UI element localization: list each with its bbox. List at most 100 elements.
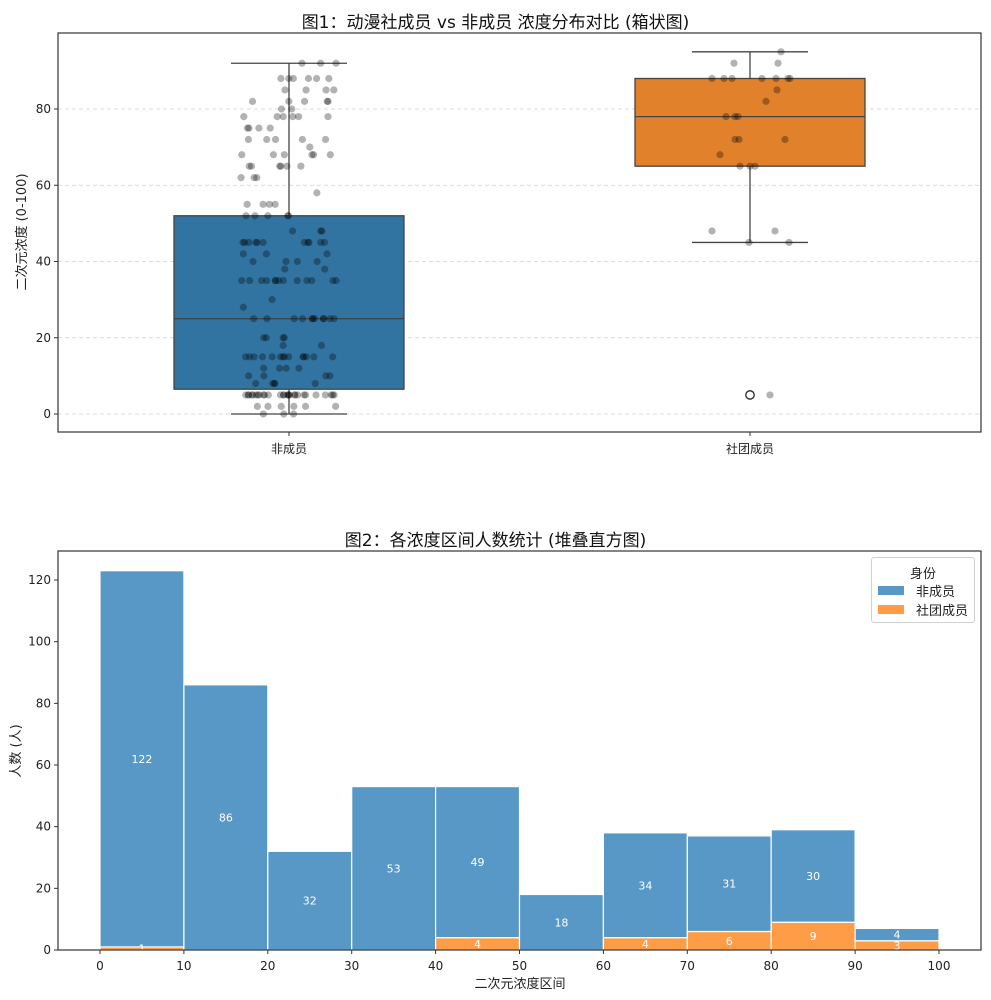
data-point (280, 334, 288, 342)
data-point (284, 212, 293, 220)
data-point (280, 410, 288, 418)
bar-value-label: 122 (131, 753, 152, 766)
bar-non-member (183, 684, 269, 951)
x-axis-label: 二次元浓度区间 (474, 976, 565, 992)
outlier-marker (745, 390, 755, 400)
data-point (323, 250, 331, 258)
data-point (276, 391, 285, 399)
boxes (173, 51, 866, 415)
data-point (308, 276, 316, 285)
data-point (240, 238, 249, 247)
data-point (271, 276, 280, 285)
data-point (245, 124, 253, 132)
bar-value-label: 1 (138, 942, 145, 955)
data-point (277, 162, 285, 170)
data-point (298, 315, 307, 323)
data-point (290, 402, 298, 410)
data-point (244, 391, 253, 399)
y-tick-label: 0 (43, 943, 51, 957)
data-point (324, 97, 332, 105)
data-point (266, 124, 274, 132)
data-point (280, 391, 288, 399)
data-point (317, 341, 326, 349)
strip-points (237, 48, 794, 418)
data-point (279, 341, 287, 349)
data-point (300, 97, 309, 105)
data-point (271, 379, 279, 388)
data-point (781, 135, 789, 144)
data-point (250, 174, 258, 182)
data-point (285, 74, 293, 83)
boxplot-chart: 0 20 40 60 80 非成员 社团成员 二次元浓度 (0-100) (14, 32, 982, 456)
data-point (329, 391, 337, 399)
data-point (248, 97, 257, 105)
data-point (280, 151, 288, 159)
data-point (248, 391, 256, 399)
data-point (708, 74, 716, 83)
data-point (288, 105, 296, 113)
data-point (322, 86, 330, 94)
data-point (244, 135, 253, 144)
data-point (245, 238, 253, 247)
data-point (293, 391, 302, 399)
data-point (327, 391, 335, 399)
data-point (766, 391, 774, 399)
data-point (321, 135, 330, 144)
data-point (319, 315, 328, 323)
data-point (239, 250, 247, 258)
data-point (255, 124, 263, 132)
data-point (291, 391, 299, 399)
data-point (299, 353, 307, 361)
data-point (304, 74, 313, 83)
data-point (708, 227, 716, 235)
data-point (736, 162, 744, 170)
data-point (311, 379, 319, 388)
data-point (313, 257, 321, 266)
data-point (250, 315, 258, 323)
data-point (245, 162, 253, 170)
data-point (730, 59, 738, 67)
data-point (247, 162, 256, 170)
x-tick-label: 70 (680, 959, 695, 973)
data-point (321, 391, 329, 399)
data-point (244, 391, 252, 399)
data-point (332, 59, 340, 67)
x-tick-label: 40 (428, 959, 443, 973)
data-point (251, 212, 259, 220)
data-point (289, 74, 297, 83)
data-point (253, 174, 261, 182)
data-point (269, 151, 278, 159)
data-point (252, 379, 260, 388)
data-point (786, 74, 794, 83)
data-point (297, 162, 305, 170)
data-point (277, 74, 285, 83)
y-tick-label: 20 (36, 331, 51, 345)
x-axis-ticks: 非成员 社团成员 (271, 432, 774, 456)
data-point (276, 162, 284, 170)
data-point (745, 238, 753, 247)
data-point (248, 391, 257, 399)
data-point (289, 410, 298, 418)
data-point (288, 227, 297, 235)
data-point (239, 303, 247, 311)
y-tick-label: 40 (36, 820, 51, 834)
bar-value-label: 4 (642, 938, 649, 951)
data-point (720, 74, 728, 83)
data-point (258, 353, 267, 361)
data-point (317, 227, 325, 235)
data-point (254, 391, 262, 399)
data-point (273, 113, 281, 121)
data-point (295, 113, 303, 121)
data-point (243, 200, 251, 208)
x-tick-label: 0 (96, 959, 104, 973)
y-tick-label: 80 (36, 696, 51, 710)
data-point (271, 379, 279, 388)
data-point (785, 238, 793, 247)
data-point (264, 212, 272, 220)
data-point (772, 74, 780, 83)
data-point (282, 364, 290, 372)
data-point (284, 353, 293, 361)
data-point (290, 315, 298, 323)
bar-value-label: 4 (474, 938, 481, 951)
